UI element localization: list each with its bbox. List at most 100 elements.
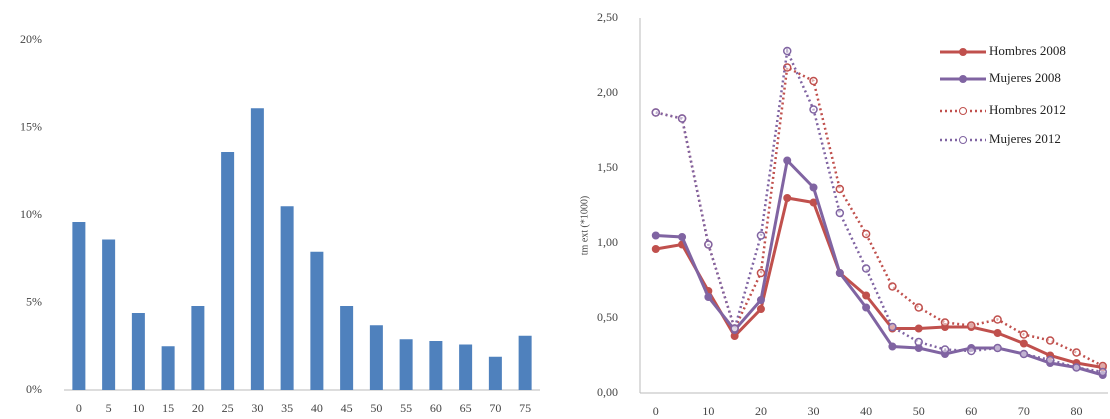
bar: [131, 313, 145, 390]
point-marker: [1072, 363, 1081, 372]
bar-chart: 0% 5% 10% 15% 20% 0 5 10 15 20 25 30 35 40 45 50 55 60 65 7…: [20, 32, 540, 415]
x-tick-label: 20: [192, 401, 204, 415]
point-marker: [914, 303, 923, 312]
bar: [250, 108, 264, 390]
point-marker: [940, 318, 950, 327]
line-chart: 0,00 0,50 1,00 1,50 2,00 2,50 0 10 20 30 40 50 60 70 8…: [579, 10, 1108, 418]
point-marker: [783, 156, 792, 165]
point-marker: [861, 264, 871, 273]
y-tick-label: 5%: [26, 294, 42, 308]
y-tick-label: 2,50: [597, 10, 618, 24]
legend-label: Hombres 2012: [989, 102, 1066, 117]
point-marker: [835, 208, 845, 218]
x-tick-label: 50: [370, 401, 382, 415]
point-marker: [756, 268, 766, 278]
series-line: [655, 65, 1104, 368]
x-tick-label: 55: [400, 401, 412, 415]
bar: [340, 306, 354, 390]
x-tick-label: 5: [106, 401, 112, 415]
point-marker: [730, 324, 739, 333]
point-marker: [1045, 355, 1055, 365]
y-tick-label: 10%: [20, 207, 42, 221]
point-marker: [914, 324, 923, 333]
x-tick-label: 70: [1018, 404, 1030, 418]
x-tick-label: 0: [653, 404, 659, 418]
x-tick-label: 75: [519, 401, 531, 415]
point-marker: [651, 231, 660, 240]
series-line: [655, 196, 1103, 369]
y-axis-title: tm ext (*1000): [579, 196, 590, 255]
legend-label: Mujeres 2008: [989, 70, 1061, 85]
point-marker: [862, 303, 871, 312]
x-tick-label: 0: [76, 401, 82, 415]
x-tick-label: 15: [162, 401, 174, 415]
series-line: [655, 157, 1104, 377]
bar: [221, 152, 235, 390]
x-tick-label: 40: [860, 404, 872, 418]
x-tick-label: 25: [222, 401, 234, 415]
point-marker: [783, 194, 792, 202]
point-marker: [861, 229, 871, 239]
point-marker: [704, 240, 713, 249]
legend-marker: [959, 48, 967, 56]
point-marker: [651, 245, 660, 253]
bar: [369, 325, 383, 390]
point-marker: [993, 343, 1002, 353]
x-tick-label: 20: [755, 404, 767, 418]
point-marker: [993, 329, 1002, 337]
x-tick-label: 60: [430, 401, 442, 415]
bar: [310, 251, 324, 390]
x-tick-label: 65: [460, 401, 472, 415]
legend-marker: [959, 107, 967, 115]
point-marker: [677, 114, 687, 123]
legend-label: Hombres 2008: [989, 43, 1066, 58]
point-marker: [967, 346, 976, 356]
x-tick-label: 70: [489, 401, 501, 415]
point-marker: [1019, 339, 1028, 348]
bar: [399, 339, 413, 390]
y-tick-label: 15%: [20, 119, 42, 133]
y-tick-label: 0%: [26, 382, 42, 396]
point-marker: [704, 293, 713, 301]
point-marker: [809, 183, 818, 192]
x-tick-label: 45: [341, 401, 353, 415]
y-tick-label: 1,00: [597, 235, 618, 249]
x-tick-label: 50: [913, 404, 925, 418]
bar: [459, 344, 473, 390]
series-line: [655, 46, 1103, 374]
x-tick-label: 40: [311, 401, 323, 415]
x-tick-label: 30: [251, 401, 263, 415]
point-marker: [1019, 330, 1029, 339]
point-marker: [809, 105, 818, 114]
point-marker: [835, 269, 844, 277]
bar: [488, 356, 502, 390]
point-marker: [678, 233, 687, 241]
point-marker: [782, 46, 792, 56]
point-marker: [756, 231, 766, 240]
legend-marker: [959, 75, 967, 83]
point-marker: [993, 315, 1002, 324]
point-marker: [651, 108, 661, 117]
legend-marker: [959, 136, 967, 144]
bar: [72, 222, 86, 390]
bar: [280, 206, 294, 390]
point-marker: [1045, 336, 1055, 345]
y-tick-label: 20%: [20, 32, 42, 46]
point-marker: [835, 184, 845, 194]
point-marker: [1072, 348, 1081, 357]
point-marker: [756, 305, 765, 313]
x-tick-label: 35: [281, 401, 293, 415]
point-marker: [888, 342, 897, 351]
x-tick-label: 10: [132, 401, 144, 415]
y-tick-label: 0,00: [597, 385, 618, 399]
x-tick-label: 30: [808, 404, 820, 418]
point-marker: [888, 282, 897, 291]
bar: [429, 341, 443, 390]
point-marker: [1019, 349, 1029, 359]
x-tick-label: 80: [1070, 404, 1082, 418]
bar: [191, 306, 205, 390]
point-marker: [862, 291, 871, 300]
bar: [161, 346, 175, 390]
point-marker: [967, 321, 976, 330]
